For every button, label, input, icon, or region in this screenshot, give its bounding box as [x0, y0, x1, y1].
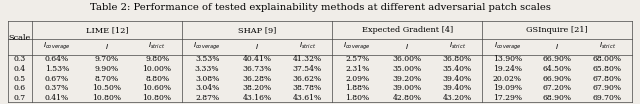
- Text: 36.62%: 36.62%: [292, 75, 322, 82]
- Text: 67.80%: 67.80%: [593, 75, 622, 82]
- Text: 67.90%: 67.90%: [593, 84, 622, 92]
- Text: 0.3: 0.3: [13, 55, 26, 63]
- Text: 36.73%: 36.73%: [243, 65, 272, 73]
- Text: 3.53%: 3.53%: [195, 55, 220, 63]
- Text: 10.80%: 10.80%: [93, 94, 122, 102]
- Text: $I$: $I$: [405, 42, 409, 51]
- Text: 19.09%: 19.09%: [493, 84, 522, 92]
- Text: SHAP [9]: SHAP [9]: [238, 26, 276, 34]
- Text: $I_{strict}$: $I_{strict}$: [599, 41, 616, 51]
- Text: 37.54%: 37.54%: [292, 65, 322, 73]
- Text: 17.29%: 17.29%: [493, 94, 522, 102]
- Text: $I$: $I$: [105, 42, 109, 51]
- Text: 0.64%: 0.64%: [45, 55, 69, 63]
- Text: 36.00%: 36.00%: [392, 55, 422, 63]
- Text: 13.90%: 13.90%: [493, 55, 522, 63]
- Text: 10.80%: 10.80%: [143, 94, 172, 102]
- Text: 0.7: 0.7: [14, 94, 26, 102]
- Text: 0.67%: 0.67%: [45, 75, 69, 82]
- Text: 2.09%: 2.09%: [345, 75, 369, 82]
- Text: 1.88%: 1.88%: [345, 84, 369, 92]
- Text: 1.53%: 1.53%: [45, 65, 69, 73]
- Text: 41.32%: 41.32%: [292, 55, 322, 63]
- Text: 42.80%: 42.80%: [393, 94, 422, 102]
- Text: 40.41%: 40.41%: [243, 55, 271, 63]
- Text: $I$: $I$: [556, 42, 559, 51]
- Text: 2.57%: 2.57%: [345, 55, 369, 63]
- Text: 10.50%: 10.50%: [93, 84, 122, 92]
- Text: 0.5: 0.5: [14, 75, 26, 82]
- Text: $I$: $I$: [255, 42, 259, 51]
- Text: $I_{strict}$: $I_{strict}$: [449, 41, 466, 51]
- Text: 39.40%: 39.40%: [443, 84, 472, 92]
- Text: 8.80%: 8.80%: [145, 75, 169, 82]
- Text: 3.04%: 3.04%: [195, 84, 220, 92]
- Text: 66.90%: 66.90%: [543, 55, 572, 63]
- Text: 19.24%: 19.24%: [493, 65, 522, 73]
- Text: 9.80%: 9.80%: [145, 55, 169, 63]
- Text: 20.02%: 20.02%: [493, 75, 522, 82]
- Text: $I_{strict}$: $I_{strict}$: [148, 41, 166, 51]
- Text: 36.80%: 36.80%: [443, 55, 472, 63]
- Text: 3.33%: 3.33%: [195, 65, 220, 73]
- Text: $I_{coverage}$: $I_{coverage}$: [344, 41, 371, 52]
- Text: 8.70%: 8.70%: [95, 75, 119, 82]
- Text: 10.60%: 10.60%: [143, 84, 172, 92]
- Text: 64.50%: 64.50%: [543, 65, 572, 73]
- Text: 35.40%: 35.40%: [443, 65, 472, 73]
- Text: 66.90%: 66.90%: [543, 75, 572, 82]
- Text: 9.90%: 9.90%: [95, 65, 119, 73]
- Text: 2.87%: 2.87%: [195, 94, 219, 102]
- Text: 69.70%: 69.70%: [593, 94, 622, 102]
- Text: 68.00%: 68.00%: [593, 55, 622, 63]
- Text: 38.20%: 38.20%: [243, 84, 272, 92]
- Text: 10.00%: 10.00%: [143, 65, 172, 73]
- Text: 43.16%: 43.16%: [243, 94, 272, 102]
- Text: 68.90%: 68.90%: [543, 94, 572, 102]
- Text: $I_{coverage}$: $I_{coverage}$: [193, 41, 221, 52]
- Text: 39.00%: 39.00%: [392, 84, 422, 92]
- Text: 2.31%: 2.31%: [345, 65, 369, 73]
- Text: Expected Gradient [4]: Expected Gradient [4]: [362, 26, 453, 34]
- Text: $I_{coverage}$: $I_{coverage}$: [493, 41, 521, 52]
- Text: 3.08%: 3.08%: [195, 75, 220, 82]
- Text: 38.78%: 38.78%: [292, 84, 322, 92]
- Text: $I_{strict}$: $I_{strict}$: [299, 41, 316, 51]
- Text: 9.70%: 9.70%: [95, 55, 119, 63]
- Text: Scale: Scale: [9, 34, 31, 42]
- Text: GSInquire [21]: GSInquire [21]: [527, 26, 588, 34]
- Text: 67.20%: 67.20%: [543, 84, 572, 92]
- Text: 1.80%: 1.80%: [345, 94, 369, 102]
- Text: $I_{coverage}$: $I_{coverage}$: [44, 41, 71, 52]
- Text: 0.6: 0.6: [14, 84, 26, 92]
- Text: Table 2: Performance of tested explainability methods at different adversarial p: Table 2: Performance of tested explainab…: [90, 3, 550, 12]
- Text: 35.00%: 35.00%: [392, 65, 422, 73]
- Text: 65.80%: 65.80%: [593, 65, 622, 73]
- Text: 0.41%: 0.41%: [45, 94, 69, 102]
- Text: 39.20%: 39.20%: [392, 75, 422, 82]
- Text: 0.37%: 0.37%: [45, 84, 69, 92]
- Text: 36.28%: 36.28%: [243, 75, 272, 82]
- Text: 43.61%: 43.61%: [292, 94, 322, 102]
- Text: 43.20%: 43.20%: [443, 94, 472, 102]
- Text: 39.40%: 39.40%: [443, 75, 472, 82]
- Text: LIME [12]: LIME [12]: [86, 26, 129, 34]
- Text: 0.4: 0.4: [14, 65, 26, 73]
